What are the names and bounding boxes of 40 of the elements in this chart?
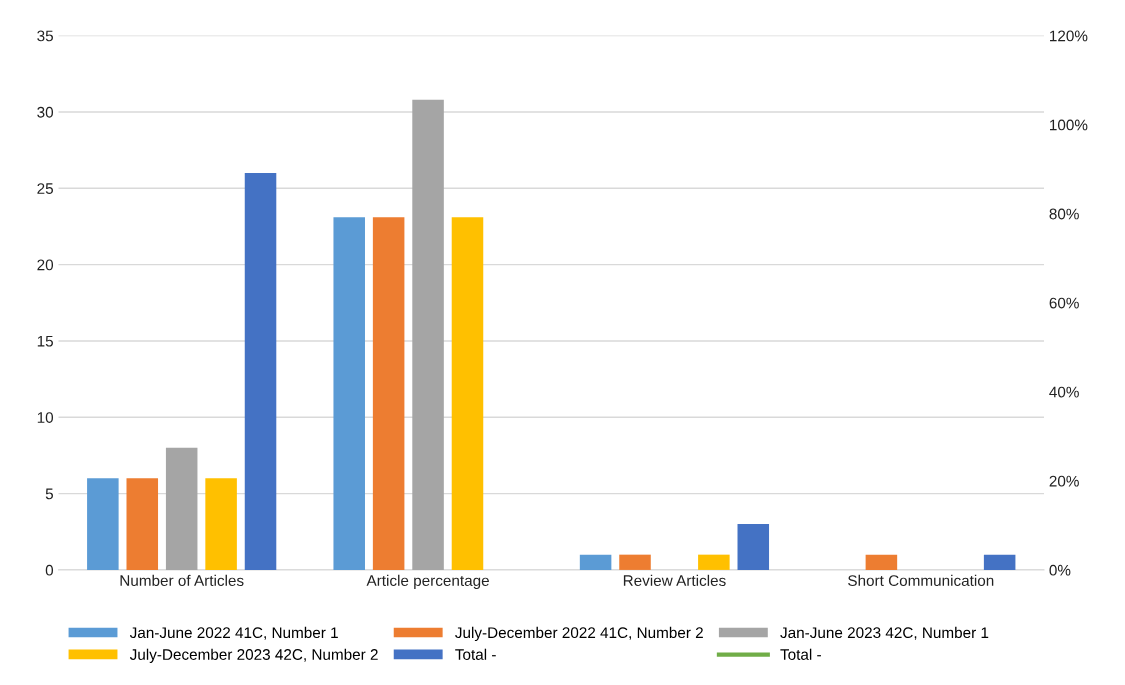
x-tick-label: Number of Articles xyxy=(120,574,244,586)
bar xyxy=(983,554,1016,570)
bar xyxy=(333,217,365,570)
y2-tick-label: 0% xyxy=(1049,564,1071,576)
y2-tick-label: 60% xyxy=(1049,297,1079,309)
y2-tick-label: 40% xyxy=(1049,386,1079,398)
x-tick-label: Article percentage xyxy=(366,574,489,590)
legend-label: July-December 2022 41C, Number 2 xyxy=(455,626,703,642)
bar xyxy=(619,554,651,570)
y2-tick-label: 80% xyxy=(1049,208,1079,220)
y-tick-label: 20 xyxy=(37,259,54,271)
y-tick-label: 0 xyxy=(45,564,54,576)
legend-label: July-December 2023 42C, Number 2 xyxy=(129,648,378,663)
bar xyxy=(126,478,159,570)
y-tick-label: 35 xyxy=(37,30,53,42)
bar xyxy=(737,524,770,570)
bar xyxy=(865,554,898,570)
bar xyxy=(412,99,444,570)
bar xyxy=(165,447,198,570)
y-tick-label: 30 xyxy=(37,106,54,118)
bar xyxy=(698,554,730,570)
legend-label: Total - xyxy=(780,648,821,660)
legend-label: Total - xyxy=(455,648,496,660)
bar xyxy=(451,217,484,570)
bar xyxy=(87,478,119,570)
bar xyxy=(579,554,612,570)
x-tick-label: Review Articles xyxy=(623,574,726,586)
y2-tick-label: 100% xyxy=(1050,119,1088,131)
bar xyxy=(372,217,405,570)
y-tick-label: 5 xyxy=(45,488,53,500)
y2-tick-label: 120% xyxy=(1050,30,1088,42)
legend-label: Jan-June 2022 41C, Number 1 xyxy=(129,626,338,640)
bar xyxy=(205,478,237,570)
y-tick-label: 15 xyxy=(37,335,53,347)
x-tick-label: Short Communication xyxy=(848,574,994,586)
bar xyxy=(244,173,277,570)
y2-tick-label: 20% xyxy=(1049,475,1079,487)
legend-label: Jan-June 2023 42C, Number 1 xyxy=(780,626,989,640)
y-tick-label: 25 xyxy=(37,183,53,194)
y-tick-label: 10 xyxy=(37,412,54,423)
